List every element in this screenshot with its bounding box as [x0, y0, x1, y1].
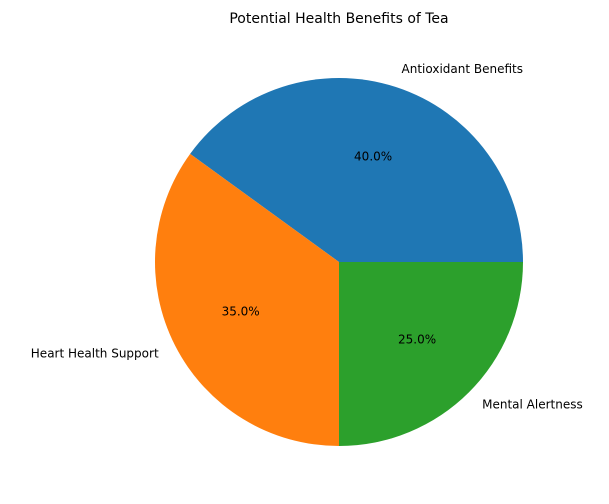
- pie-slice-mental-alertness: [339, 262, 523, 446]
- slice-label-heart-health-support: Heart Health Support: [31, 346, 159, 360]
- slice-label-mental-alertness: Mental Alertness: [482, 398, 583, 412]
- chart-title: Potential Health Benefits of Tea: [229, 11, 448, 27]
- pie-slice-heart-health-support: [155, 153, 339, 446]
- pie-slices: [155, 78, 523, 446]
- percent-label-mental-alertness: 25.0%: [398, 333, 436, 347]
- pie-labels: Antioxidant Benefits 40.0% Heart Health Su…: [31, 62, 583, 412]
- percent-label-heart-health-support: 35.0%: [222, 305, 260, 319]
- pie-slice-antioxidant-benefits: [190, 78, 523, 263]
- slice-label-antioxidant-benefits: Antioxidant Benefits: [402, 62, 523, 76]
- percent-label-antioxidant-benefits: 40.0%: [354, 150, 392, 164]
